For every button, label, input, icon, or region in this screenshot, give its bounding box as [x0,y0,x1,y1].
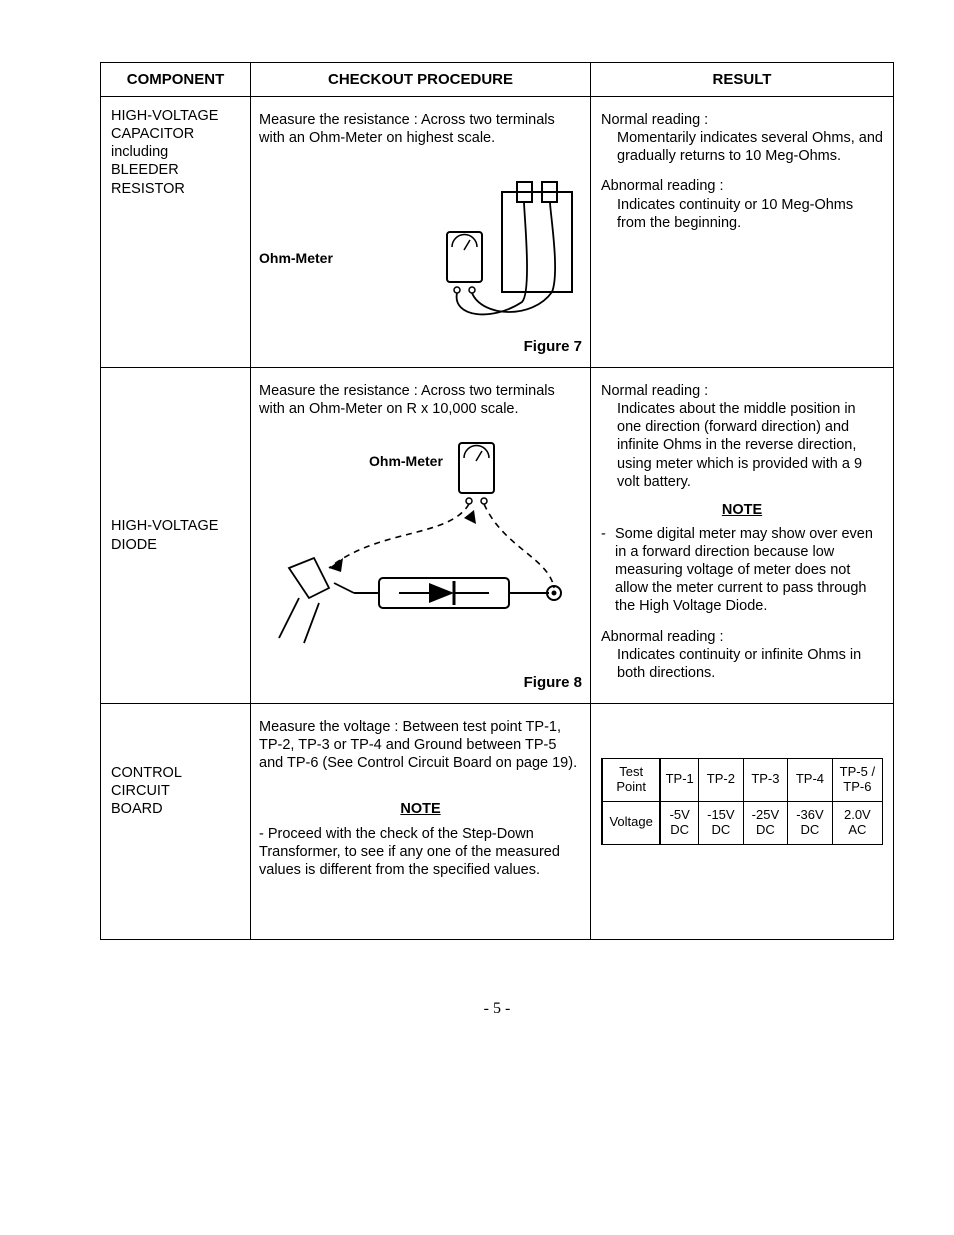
tp-col: TP-4 [788,759,833,802]
figure-label: Figure 7 [259,338,582,357]
tp-value-row: Voltage -5V DC -15V DC -25V DC -36V DC 2… [602,801,883,844]
checkout-table: COMPONENT CHECKOUT PROCEDURE RESULT HIGH… [100,62,894,940]
component-line: HIGH-VOLTAGE [111,518,218,534]
tp-header-row: Test Point TP-1 TP-2 TP-3 TP-4 TP-5 / TP… [602,759,883,802]
result-cell: Normal reading : Indicates about the mid… [591,368,894,704]
normal-reading-label: Normal reading : [601,111,883,129]
component-line: BOARD [111,801,163,817]
abnormal-reading-body: Indicates continuity or 10 Meg-Ohms from… [617,196,883,232]
component-cell: CONTROL CIRCUIT BOARD [101,704,251,940]
component-line: HIGH-VOLTAGE [111,108,218,124]
note-item: - Some digital meter may show over even … [601,525,883,616]
note-body: - Proceed with the check of the Step-Dow… [259,825,582,879]
table-row: HIGH-VOLTAGE DIODE Measure the resistanc… [101,368,894,704]
header-result: RESULT [591,63,894,97]
procedure-text: Measure the voltage : Between test point… [259,718,582,772]
procedure-cell: Measure the resistance : Across two term… [251,97,591,368]
tp-val: -5V DC [660,801,698,844]
note-heading: NOTE [259,800,582,818]
procedure-text: Measure the resistance : Across two term… [259,111,582,147]
tp-val: 2.0V AC [832,801,882,844]
component-line: BLEEDER [111,162,179,178]
component-line: CIRCUIT [111,783,170,799]
page-number: - 5 - [100,1000,894,1018]
figure-7-diagram [362,172,582,322]
tp-val: -25V DC [743,801,788,844]
component-line: CONTROL [111,765,182,781]
tp-val: -36V DC [788,801,833,844]
tp-col: TP-5 / TP-6 [832,759,882,802]
test-point-table: Test Point TP-1 TP-2 TP-3 TP-4 TP-5 / TP… [601,758,883,845]
table-row: CONTROL CIRCUIT BOARD Measure the voltag… [101,704,894,940]
procedure-text: Measure the resistance : Across two term… [259,382,582,418]
abnormal-reading-body: Indicates continuity or infinite Ohms in… [617,646,883,682]
component-cell: HIGH-VOLTAGE CAPACITOR including BLEEDER… [101,97,251,368]
note-dash: - [601,525,615,616]
note-body: Some digital meter may show over even in… [615,525,883,616]
component-line: including [111,144,168,160]
normal-reading-body: Momentarily indicates several Ohms, and … [617,129,883,165]
figure-8-diagram [259,438,579,658]
component-line: CAPACITOR [111,126,194,142]
header-row: COMPONENT CHECKOUT PROCEDURE RESULT [101,63,894,97]
tp-row-label: Test Point [602,759,660,802]
abnormal-reading-label: Abnormal reading : [601,177,883,195]
procedure-cell: Measure the voltage : Between test point… [251,704,591,940]
abnormal-reading-label: Abnormal reading : [601,628,883,646]
result-cell: Test Point TP-1 TP-2 TP-3 TP-4 TP-5 / TP… [591,704,894,940]
table-row: HIGH-VOLTAGE CAPACITOR including BLEEDER… [101,97,894,368]
figure-label: Figure 8 [259,674,582,693]
component-cell: HIGH-VOLTAGE DIODE [101,368,251,704]
tp-col: TP-1 [660,759,698,802]
tp-col: TP-3 [743,759,788,802]
header-procedure: CHECKOUT PROCEDURE [251,63,591,97]
tp-row-label: Voltage [602,801,660,844]
header-component: COMPONENT [101,63,251,97]
procedure-cell: Measure the resistance : Across two term… [251,368,591,704]
normal-reading-body: Indicates about the middle position in o… [617,400,883,491]
normal-reading-label: Normal reading : [601,382,883,400]
tp-val: -15V DC [699,801,744,844]
note-heading: NOTE [601,501,883,519]
component-line: RESISTOR [111,181,185,197]
result-cell: Normal reading : Momentarily indicates s… [591,97,894,368]
tp-col: TP-2 [699,759,744,802]
page: COMPONENT CHECKOUT PROCEDURE RESULT HIGH… [0,0,954,1235]
ohm-meter-label: Ohm-Meter [259,250,333,268]
component-line: DIODE [111,537,157,553]
